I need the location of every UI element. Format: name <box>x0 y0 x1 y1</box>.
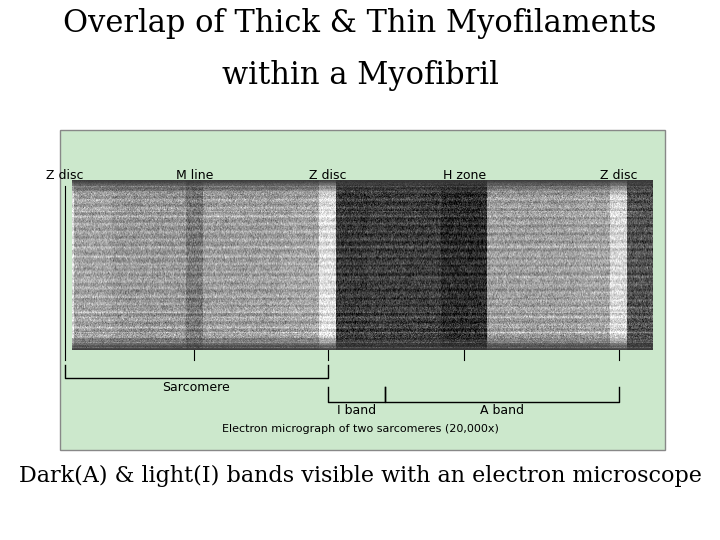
Text: H zone: H zone <box>443 169 486 182</box>
Text: Overlap of Thick & Thin Myofilaments: Overlap of Thick & Thin Myofilaments <box>63 8 657 39</box>
Text: A band: A band <box>480 404 524 417</box>
Text: Electron micrograph of two sarcomeres (20,000x): Electron micrograph of two sarcomeres (2… <box>222 424 498 434</box>
Text: Dark(A) & light(I) bands visible with an electron microscope: Dark(A) & light(I) bands visible with an… <box>19 465 701 487</box>
Text: Z disc: Z disc <box>46 169 84 182</box>
Text: I band: I band <box>337 404 376 417</box>
Text: within a Myofibril: within a Myofibril <box>222 60 498 91</box>
Text: Z disc: Z disc <box>309 169 346 182</box>
Text: M line: M line <box>176 169 213 182</box>
Text: Z disc: Z disc <box>600 169 638 182</box>
Text: Sarcomere: Sarcomere <box>162 381 230 394</box>
Bar <box>60 130 665 450</box>
